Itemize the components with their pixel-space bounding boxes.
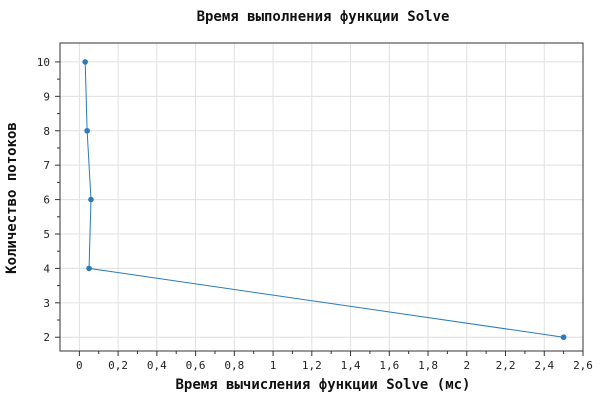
data-point: [560, 334, 567, 341]
data-point: [88, 196, 94, 203]
y-tick-label: 10: [37, 56, 50, 69]
data-point: [82, 59, 88, 65]
x-axis: 0 0,2 0,4 0,6 0,8 1 1,2 1,4 1,6 1,8 2 2,2 2,4 2,6: [76, 351, 593, 372]
x-tick-label: 2,4: [534, 359, 554, 372]
y-axis: 2 3 4 5 6 7 8 9 10: [37, 56, 60, 344]
y-tick-label: 7: [43, 159, 50, 172]
plot-frame: [59, 42, 584, 352]
x-tick-label: 2,2: [496, 359, 516, 372]
x-tick-label: 0,8: [224, 359, 244, 372]
y-tick-label: 3: [43, 297, 50, 310]
x-tick-label: 1,6: [379, 359, 399, 372]
grid: [60, 43, 584, 351]
y-tick-label: 2: [43, 331, 50, 344]
y-tick-label: 5: [43, 228, 50, 241]
y-axis-title: Количество потоков: [4, 122, 20, 274]
y-tick-label: 9: [43, 90, 50, 103]
chart-title: Время выполнения функции Solve: [197, 9, 450, 25]
x-tick-label: 0,4: [147, 359, 167, 372]
x-tick-label: 0: [76, 359, 83, 372]
y-tick-label: 8: [43, 125, 50, 138]
x-tick-label: 2: [463, 359, 470, 372]
x-tick-label: 0,6: [186, 359, 206, 372]
y-tick-label: 6: [43, 194, 50, 207]
data-point: [84, 127, 90, 134]
x-tick-label: 1: [270, 359, 277, 372]
x-tick-label: 1,2: [302, 359, 322, 372]
data-point: [86, 265, 92, 272]
x-axis-title: Время вычисления функции Solve (мс): [175, 377, 470, 393]
y-tick-label: 4: [43, 262, 50, 275]
x-tick-label: 1,8: [418, 359, 438, 372]
series: [82, 59, 567, 341]
x-tick-label: 1,4: [341, 359, 361, 372]
x-tick-label: 2,6: [573, 359, 593, 372]
x-tick-label: 0,2: [108, 359, 128, 372]
